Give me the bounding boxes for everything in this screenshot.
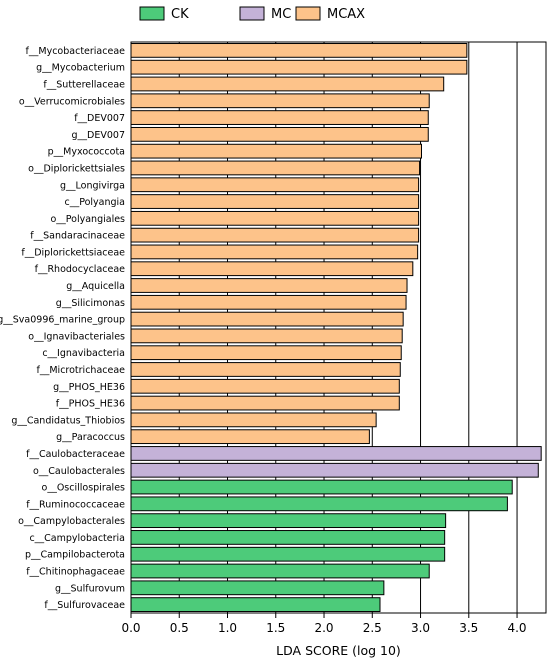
category-label-p-campilobacterota: p__Campilobacterota xyxy=(25,550,125,561)
bar-c-ignavibacteria xyxy=(131,346,401,360)
bar-g-phos-he36 xyxy=(131,379,399,393)
category-label-f-chitinophagaceae: f__Chitinophagaceae xyxy=(26,567,125,578)
bar-c-campylobacteria xyxy=(131,531,445,545)
bar-g-longivirga xyxy=(131,178,419,192)
x-tick-label-0-5: 0.5 xyxy=(170,621,189,635)
category-label-c-ignavibacteria: c__Ignavibacteria xyxy=(42,348,125,359)
x-tick-label-1-5: 1.5 xyxy=(266,621,285,635)
bar-g-sulfurovum xyxy=(131,581,384,595)
bar-g-candidatus-thiobios xyxy=(131,413,376,427)
bar-f-rhodocyclaceae xyxy=(131,262,413,276)
x-tick-label-4-0: 4.0 xyxy=(507,621,526,635)
bar-o-polyangiales xyxy=(131,211,419,225)
category-label-f-sutterellaceae: f__Sutterellaceae xyxy=(43,79,125,90)
bar-g-dev007 xyxy=(131,127,428,141)
category-label-o-diplorickettsiales: o__Diplorickettsiales xyxy=(28,163,125,174)
bar-f-microtrichaceae xyxy=(131,363,400,377)
category-label-g-aquicella: g__Aquicella xyxy=(66,281,125,292)
category-label-g-longivirga: g__Longivirga xyxy=(60,180,125,191)
category-label-g-silicimonas: g__Silicimonas xyxy=(56,298,125,309)
bar-f-chitinophagaceae xyxy=(131,564,429,578)
category-label-g-sva0996-marine-group: g__Sva0996_marine_group xyxy=(0,315,125,326)
x-axis-title: LDA SCORE (log 10) xyxy=(276,643,401,658)
category-label-o-verrucomicrobiales: o__Verrucomicrobiales xyxy=(19,96,125,107)
category-label-g-phos-he36: g__PHOS_HE36 xyxy=(53,382,125,393)
category-label-g-paracoccus: g__Paracoccus xyxy=(56,432,125,443)
legend-swatch-mcax xyxy=(296,7,320,20)
bar-g-mycobacterium xyxy=(131,60,467,74)
bar-o-campylobacterales xyxy=(131,514,446,528)
x-axis-ticks: 0.0 0.5 1.0 1.5 2.0 2.5 3.0 3.5 4.0 xyxy=(121,613,526,635)
bar-g-silicimonas xyxy=(131,295,406,309)
category-label-g-candidatus-thiobios: g__Candidatus_Thiobios xyxy=(11,415,125,426)
bar-p-campilobacterota xyxy=(131,547,445,561)
category-label-f-mycobacteriaceae: f__Mycobacteriaceae xyxy=(26,46,126,57)
category-label-f-caulobacteraceae: f__Caulobacteraceae xyxy=(26,449,125,460)
category-label-f-microtrichaceae: f__Microtrichaceae xyxy=(37,365,126,376)
category-label-f-dev007: f__DEV007 xyxy=(74,113,125,124)
category-label-o-oscillospirales: o__Oscillospirales xyxy=(42,483,126,494)
bars xyxy=(131,44,541,612)
plot-area: f__Mycobacteriaceae g__Mycobacterium f__Su… xyxy=(0,42,546,635)
legend-label-mcax: MCAX xyxy=(327,7,365,22)
bar-f-sutterellaceae xyxy=(131,77,444,91)
bar-f-caulobacteraceae xyxy=(131,447,541,461)
x-tick-label-3-5: 3.5 xyxy=(459,621,478,635)
bar-g-aquicella xyxy=(131,279,407,293)
legend-swatch-ck xyxy=(140,7,164,20)
x-tick-label-3-0: 3.0 xyxy=(411,621,430,635)
category-label-f-sandaracinaceae: f__Sandaracinaceae xyxy=(30,231,125,242)
x-tick-label-0-0: 0.0 xyxy=(121,621,140,635)
x-tick-label-1-0: 1.0 xyxy=(218,621,237,635)
bar-g-paracoccus xyxy=(131,430,369,444)
legend-label-mc: MC xyxy=(271,7,291,22)
bar-f-sandaracinaceae xyxy=(131,228,419,242)
category-labels: f__Mycobacteriaceae g__Mycobacterium f__Su… xyxy=(0,46,125,611)
category-label-o-campylobacterales: o__Campylobacterales xyxy=(18,516,125,527)
category-label-f-rhodocyclaceae: f__Rhodocyclaceae xyxy=(35,264,126,275)
category-label-f-diplorickettsiaceae: f__Diplorickettsiaceae xyxy=(21,247,125,258)
bar-f-mycobacteriaceae xyxy=(131,44,467,58)
bar-f-sulfurovaceae xyxy=(131,598,380,612)
bar-f-ruminococcaceae xyxy=(131,497,507,511)
bar-o-oscillospirales xyxy=(131,480,512,494)
x-tick-label-2-0: 2.0 xyxy=(314,621,333,635)
bar-g-sva0996-marine-group xyxy=(131,312,403,326)
category-label-g-mycobacterium: g__Mycobacterium xyxy=(36,63,125,74)
bar-c-polyangia xyxy=(131,195,419,209)
legend: CK MC MCAX xyxy=(140,7,365,22)
x-tick-label-2-5: 2.5 xyxy=(363,621,382,635)
legend-label-ck: CK xyxy=(171,7,189,22)
category-label-f-sulfurovaceae: f__Sulfurovaceae xyxy=(44,600,125,611)
bar-f-phos-he36 xyxy=(131,396,399,410)
bar-o-caulobacterales xyxy=(131,463,538,477)
bar-o-diplorickettsiales xyxy=(131,161,420,175)
category-label-f-phos-he36: f__PHOS_HE36 xyxy=(56,399,125,410)
bar-p-myxococcota xyxy=(131,144,422,158)
category-label-c-polyangia: c__Polyangia xyxy=(64,197,125,208)
category-label-g-sulfurovum: g__Sulfurovum xyxy=(55,583,125,594)
category-label-f-ruminococcaceae: f__Ruminococcaceae xyxy=(26,499,125,510)
category-label-o-caulobacterales: o__Caulobacterales xyxy=(33,466,125,477)
bar-o-ignavibacteriales xyxy=(131,329,402,343)
bar-f-diplorickettsiaceae xyxy=(131,245,418,259)
category-label-p-myxococcota: p__Myxococcota xyxy=(48,147,125,158)
category-label-g-dev007: g__DEV007 xyxy=(72,130,125,141)
bar-o-verrucomicrobiales xyxy=(131,94,429,108)
category-label-c-campylobacteria: c__Campylobacteria xyxy=(29,533,125,544)
bar-f-dev007 xyxy=(131,111,428,125)
category-label-o-ignavibacteriales: o__Ignavibacteriales xyxy=(28,331,125,342)
category-label-o-polyangiales: o__Polyangiales xyxy=(50,214,125,225)
legend-swatch-mc xyxy=(240,7,264,20)
